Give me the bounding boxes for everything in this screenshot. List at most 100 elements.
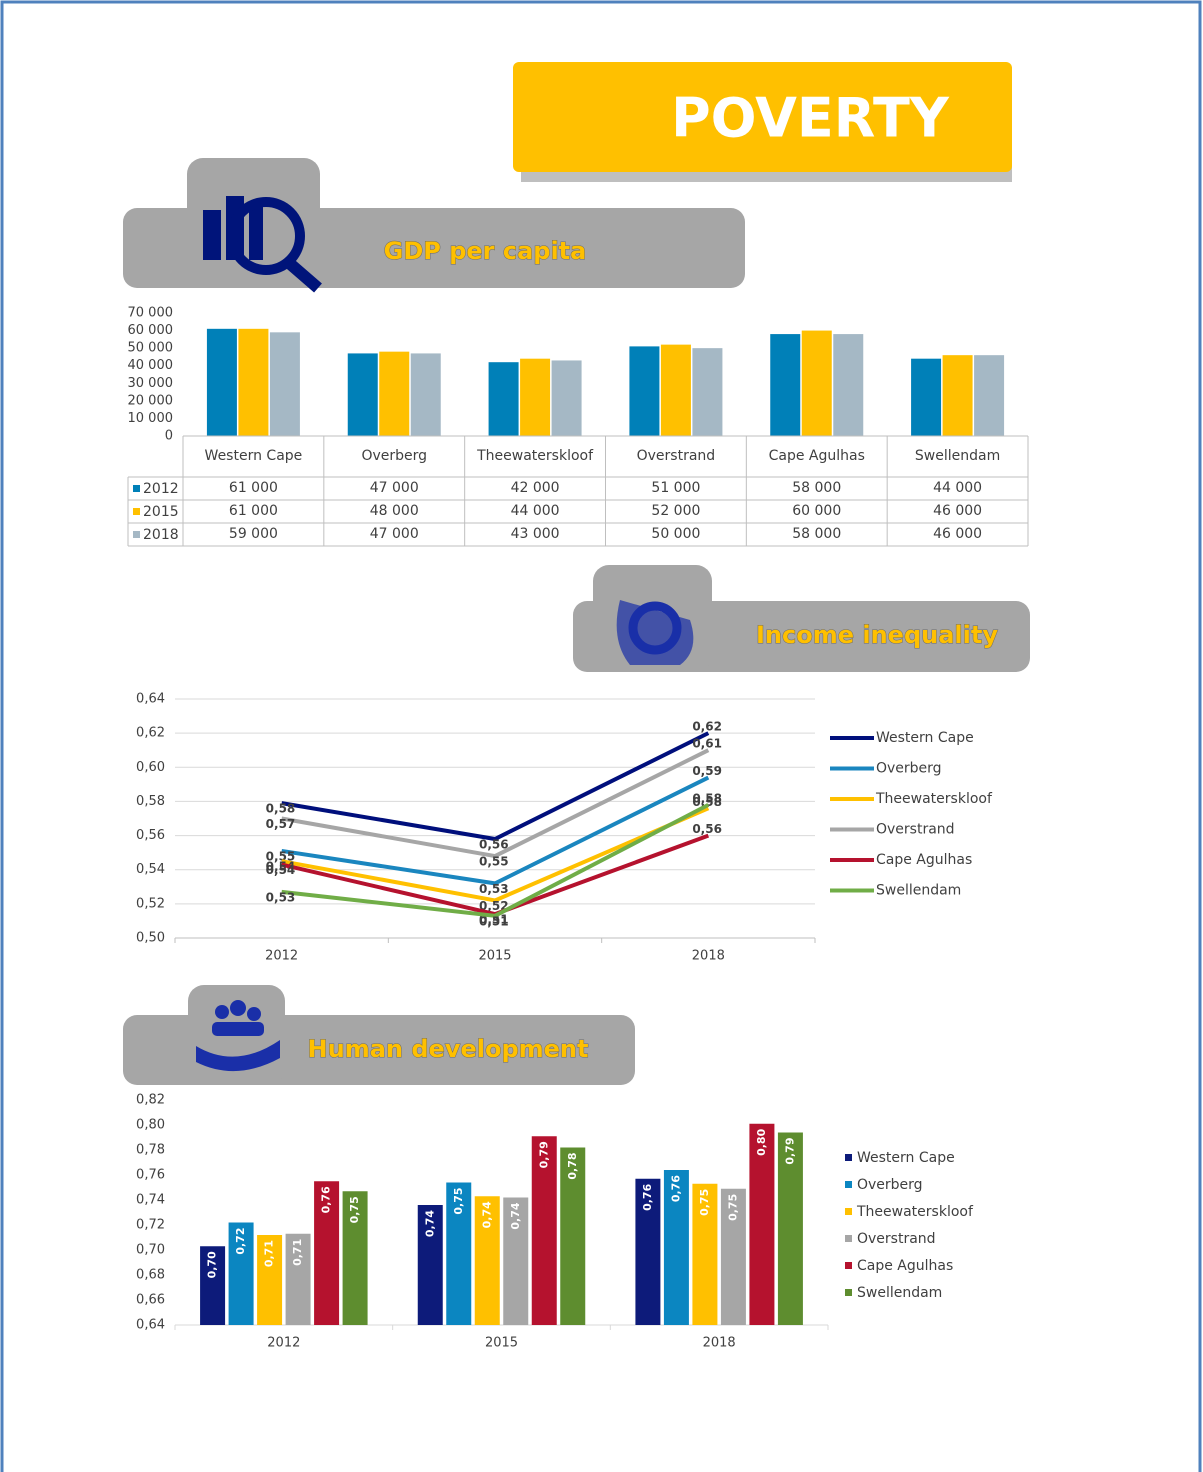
legend-swatch — [845, 1235, 852, 1242]
data-label: 0,58 — [266, 802, 296, 816]
y-tick-label: 0,62 — [136, 726, 165, 741]
table-cell: 50 000 — [651, 526, 700, 542]
line — [281, 806, 710, 903]
data-label: 0,54 — [266, 863, 296, 877]
x-tick-label: 2018 — [703, 1336, 736, 1351]
bar — [911, 358, 942, 436]
table-cell: 44 000 — [933, 480, 982, 496]
data-label: 0,52 — [479, 899, 509, 913]
legend-label: Western Cape — [876, 730, 974, 746]
data-label: 0,79 — [537, 1141, 550, 1168]
legend-label: 2012 — [143, 481, 179, 497]
table-header: Western Cape — [205, 448, 303, 464]
legend-label: Western Cape — [857, 1150, 955, 1166]
bar — [777, 1132, 803, 1325]
data-label: 0,56 — [479, 837, 509, 851]
legend-label: 2018 — [143, 527, 179, 543]
bar — [238, 328, 269, 436]
data-label: 0,75 — [726, 1194, 739, 1221]
bar — [417, 1205, 443, 1325]
bar — [269, 332, 300, 436]
bar — [770, 334, 801, 436]
table-cell: 58 000 — [792, 480, 841, 496]
x-tick-label: 2012 — [265, 949, 298, 964]
table-cell: 43 000 — [511, 526, 560, 542]
legend-swatch — [845, 1181, 852, 1188]
data-label: 0,61 — [692, 737, 722, 751]
line — [281, 803, 710, 918]
table-cell: 52 000 — [651, 503, 700, 519]
table-cell: 61 000 — [229, 480, 278, 496]
table-cell: 51 000 — [651, 480, 700, 496]
bar — [200, 1246, 226, 1325]
table-header: Cape Agulhas — [769, 448, 865, 464]
bar — [503, 1197, 529, 1325]
legend-swatch — [845, 1289, 852, 1296]
x-tick-label: 2015 — [485, 1336, 518, 1351]
y-tick-label: 0,64 — [136, 692, 165, 707]
y-tick-label: 0,80 — [136, 1118, 165, 1133]
line — [281, 731, 710, 842]
data-label: 0,56 — [692, 822, 722, 836]
bar — [551, 360, 582, 436]
y-tick-label: 0,82 — [136, 1093, 165, 1108]
data-label: 0,72 — [234, 1228, 247, 1255]
data-label: 0,80 — [755, 1128, 768, 1155]
line — [281, 775, 710, 886]
y-tick-label: 0,54 — [136, 862, 165, 877]
y-tick-label: 0,74 — [136, 1193, 165, 1208]
y-tick-label: 0,56 — [136, 828, 165, 843]
y-tick-label: 0,64 — [136, 1318, 165, 1333]
data-label: 0,74 — [509, 1202, 522, 1229]
hd-icon — [196, 1000, 280, 1072]
table-header: Theewaterskloof — [476, 448, 594, 464]
table-cell: 42 000 — [511, 480, 560, 496]
bar — [342, 1191, 368, 1325]
table-cell: 44 000 — [511, 503, 560, 519]
table-cell: 46 000 — [933, 526, 982, 542]
y-tick-label: 40 000 — [128, 358, 174, 373]
y-tick-label: 0,58 — [136, 794, 165, 809]
legend-label: Swellendam — [876, 883, 961, 899]
bar — [488, 362, 519, 436]
table-cell: 60 000 — [792, 503, 841, 519]
legend-label: Overstrand — [876, 822, 955, 838]
line — [281, 748, 710, 859]
data-label: 0,74 — [423, 1210, 436, 1237]
legend-label: Theewaterskloof — [856, 1204, 974, 1220]
data-label: 0,57 — [266, 817, 296, 831]
data-label: 0,53 — [479, 882, 509, 896]
data-label: 0,62 — [692, 720, 722, 734]
bar — [314, 1181, 340, 1325]
y-tick-label: 0,68 — [136, 1268, 165, 1283]
bar — [749, 1123, 775, 1325]
data-label: 0,76 — [320, 1186, 333, 1213]
y-tick-label: 0,52 — [136, 896, 165, 911]
bar — [720, 1188, 746, 1325]
bar — [520, 358, 551, 436]
table-cell: 59 000 — [229, 526, 278, 542]
bar — [206, 328, 237, 436]
data-label: 0,78 — [566, 1153, 579, 1180]
y-tick-label: 0 — [165, 429, 173, 444]
income-icon — [616, 600, 694, 665]
data-label: 0,74 — [480, 1201, 493, 1228]
section-heading: Human development — [308, 1035, 589, 1063]
section-heading: Income inequality — [756, 621, 998, 649]
data-label: 0,75 — [698, 1189, 711, 1216]
legend-swatch — [845, 1262, 852, 1269]
y-tick-label: 0,78 — [136, 1143, 165, 1158]
data-label: 0,58 — [692, 795, 722, 809]
table-cell: 48 000 — [370, 503, 419, 519]
y-tick-label: 0,50 — [136, 931, 165, 946]
bar — [974, 355, 1005, 436]
data-label: 0,54 — [266, 860, 296, 874]
bar — [347, 353, 378, 436]
legend-label: Overberg — [876, 761, 942, 777]
gdp-icon — [203, 196, 322, 293]
y-tick-label: 10 000 — [128, 411, 174, 426]
x-tick-label: 2015 — [478, 949, 511, 964]
bar — [942, 355, 973, 436]
table-cell: 47 000 — [370, 526, 419, 542]
